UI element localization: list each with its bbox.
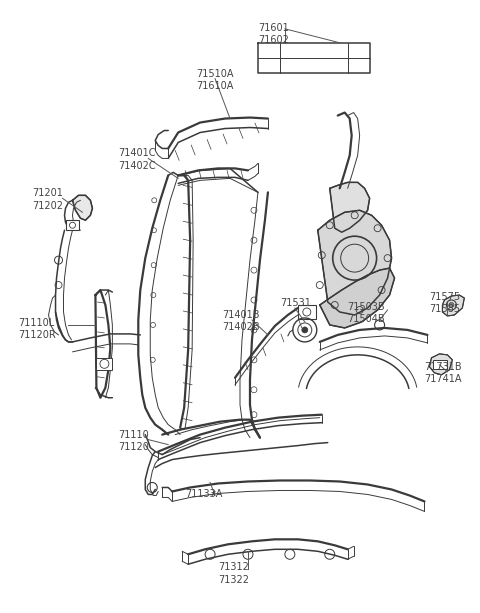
Polygon shape — [320, 268, 395, 328]
Bar — [298, 305, 316, 319]
Text: 71510A
71610A: 71510A 71610A — [196, 69, 234, 91]
Polygon shape — [330, 182, 370, 232]
Text: 71731B
71741A: 71731B 71741A — [424, 362, 462, 384]
Polygon shape — [72, 196, 93, 220]
Text: 71601
71602: 71601 71602 — [258, 23, 289, 45]
Text: 71575
71585: 71575 71585 — [430, 292, 461, 314]
Polygon shape — [430, 354, 452, 375]
Circle shape — [302, 327, 308, 333]
Text: 71110
71120: 71110 71120 — [119, 430, 149, 452]
Bar — [96, 358, 112, 370]
Text: 71401B
71402B: 71401B 71402B — [222, 310, 260, 332]
Text: 71401C
71402C: 71401C 71402C — [119, 148, 156, 171]
Text: 71531: 71531 — [280, 298, 311, 308]
Bar — [433, 360, 447, 369]
Polygon shape — [318, 210, 392, 315]
Polygon shape — [443, 295, 464, 316]
Bar — [65, 220, 80, 230]
Circle shape — [449, 302, 454, 308]
Text: 71503B
71504B: 71503B 71504B — [348, 302, 385, 324]
Text: 71201
71202: 71201 71202 — [33, 188, 64, 211]
Text: 71133A: 71133A — [185, 489, 223, 500]
Text: 71312
71322: 71312 71322 — [218, 562, 249, 585]
Text: 71110L
71120R: 71110L 71120R — [19, 318, 56, 340]
